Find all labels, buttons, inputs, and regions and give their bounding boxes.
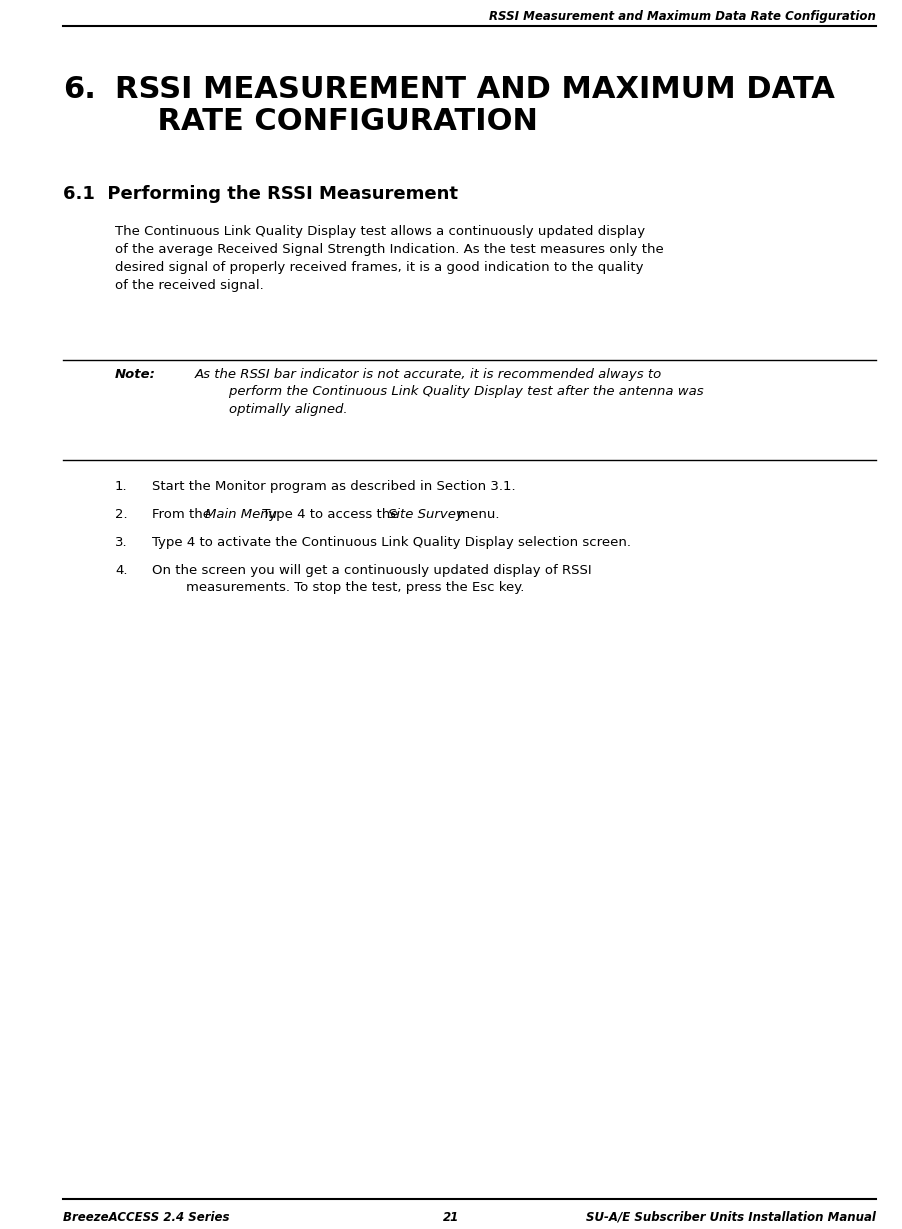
Text: RSSI Measurement and Maximum Data Rate Configuration: RSSI Measurement and Maximum Data Rate C… — [489, 10, 875, 23]
Text: 3.: 3. — [115, 536, 127, 549]
Text: On the screen you will get a continuously updated display of RSSI
        measur: On the screen you will get a continuousl… — [152, 564, 591, 595]
Text: The Continuous Link Quality Display test allows a continuously updated display
o: The Continuous Link Quality Display test… — [115, 225, 663, 293]
Text: RATE CONFIGURATION: RATE CONFIGURATION — [115, 107, 538, 136]
Text: Main Menu: Main Menu — [205, 508, 277, 521]
Text: 1.: 1. — [115, 481, 127, 493]
Text: Site Survey: Site Survey — [388, 508, 464, 521]
Text: Type 4 to activate the Continuous Link Quality Display selection screen.: Type 4 to activate the Continuous Link Q… — [152, 536, 630, 549]
Text: BreezeACCESS 2.4 Series: BreezeACCESS 2.4 Series — [63, 1211, 229, 1224]
Text: menu.: menu. — [453, 508, 499, 521]
Text: Type 4 to access the: Type 4 to access the — [258, 508, 402, 521]
Text: RSSI MEASUREMENT AND MAXIMUM DATA: RSSI MEASUREMENT AND MAXIMUM DATA — [115, 75, 834, 104]
Text: 4.: 4. — [115, 564, 127, 576]
Text: SU-A/E Subscriber Units Installation Manual: SU-A/E Subscriber Units Installation Man… — [585, 1211, 875, 1224]
Text: 6.1  Performing the RSSI Measurement: 6.1 Performing the RSSI Measurement — [63, 186, 457, 203]
Text: As the RSSI bar indicator is not accurate, it is recommended always to
        p: As the RSSI bar indicator is not accurat… — [195, 367, 703, 415]
Text: Note:: Note: — [115, 367, 156, 381]
Text: 2.: 2. — [115, 508, 127, 521]
Text: Start the Monitor program as described in Section 3.1.: Start the Monitor program as described i… — [152, 481, 515, 493]
Text: From the: From the — [152, 508, 215, 521]
Text: 21: 21 — [443, 1211, 459, 1224]
Text: 6.: 6. — [63, 75, 96, 104]
